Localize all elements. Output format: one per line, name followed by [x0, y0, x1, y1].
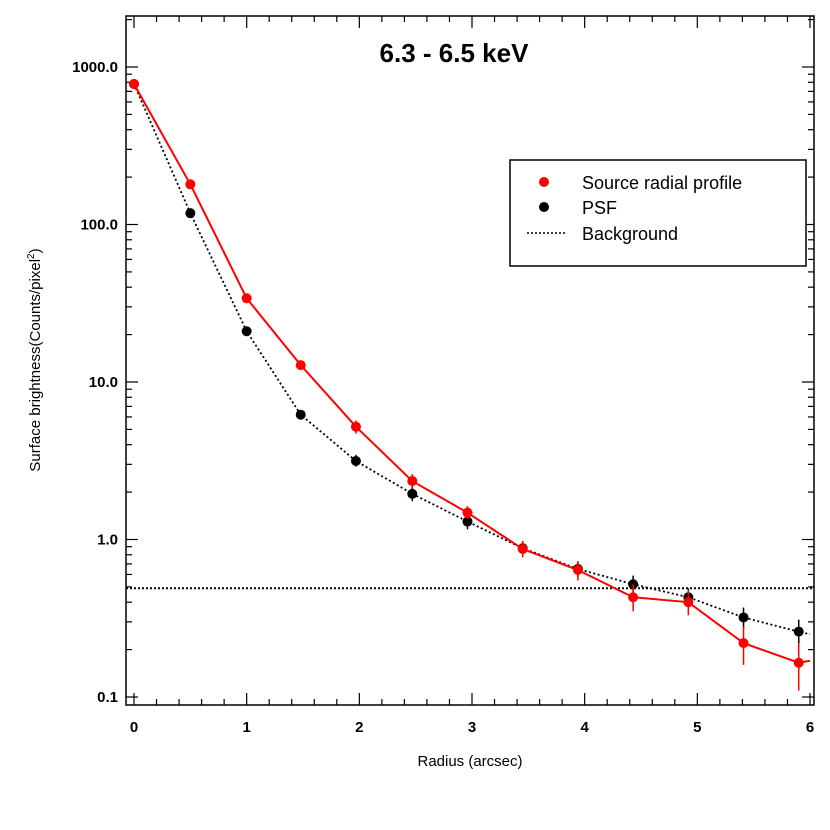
- legend-label-background: Background: [582, 224, 678, 244]
- axis-ticks: [126, 16, 814, 705]
- tick-labels: 0 1 2 3 4 5 6 0.1 1.0 10.0 100.0 1000.0: [72, 59, 814, 736]
- legend-box: [509, 159, 807, 267]
- series-source-radial-profile: [129, 78, 811, 691]
- y-axis-label-superscript: 2: [26, 253, 37, 259]
- y-axis-label-main: Surface brightness(Counts/pixel: [27, 259, 44, 472]
- data-point-source-radial-profile: [738, 638, 749, 649]
- data-point-psf: [295, 409, 306, 420]
- data-point-source-radial-profile: [407, 476, 418, 487]
- data-point-source-radial-profile: [129, 78, 139, 89]
- y-tick-label: 0.1: [97, 689, 118, 706]
- data-point-source-radial-profile: [462, 507, 473, 518]
- legend-label-psf: PSF: [582, 198, 617, 218]
- legend-marker-psf: [539, 202, 549, 212]
- data-point-source-radial-profile: [350, 421, 361, 432]
- data-point-psf: [185, 208, 196, 219]
- data-point-psf: [407, 488, 418, 499]
- y-axis-label-close: ): [27, 248, 44, 253]
- series-line-source-radial-profile: [133, 83, 811, 664]
- data-point-source-radial-profile: [241, 293, 252, 304]
- data-point-source-radial-profile: [572, 565, 583, 576]
- data-point-source-radial-profile: [628, 592, 639, 603]
- data-point-psf: [738, 612, 749, 623]
- x-axis-label: Radius (arcsec): [417, 753, 522, 770]
- y-axis-label: Surface brightness(Counts/pixel2): [26, 248, 44, 471]
- x-tick-label: 5: [693, 719, 701, 736]
- x-tick-label: 2: [355, 719, 363, 736]
- data-point-source-radial-profile: [683, 597, 694, 608]
- data-point-source-radial-profile: [517, 544, 528, 555]
- x-tick-label: 6: [806, 719, 814, 736]
- data-point-psf: [241, 326, 252, 337]
- y-tick-label: 100.0: [80, 217, 118, 234]
- data-point-source-radial-profile: [185, 179, 196, 190]
- series-layer: [129, 78, 811, 691]
- data-point-psf: [350, 456, 361, 467]
- y-tick-label: 10.0: [89, 374, 118, 391]
- data-point-source-radial-profile: [793, 657, 804, 668]
- series-line-psf: [133, 83, 811, 636]
- y-tick-label: 1.0: [97, 532, 118, 549]
- x-tick-label: 1: [242, 719, 250, 736]
- data-point-source-radial-profile: [295, 360, 306, 371]
- legend-marker-source: [539, 177, 549, 187]
- y-tick-label: 1000.0: [72, 59, 118, 76]
- data-point-psf: [462, 516, 473, 527]
- data-point-psf: [793, 626, 804, 637]
- legend-label-source: Source radial profile: [582, 173, 742, 193]
- x-tick-label: 0: [130, 719, 138, 736]
- x-tick-label: 3: [468, 719, 476, 736]
- plot-frame: [125, 15, 815, 706]
- x-tick-label: 4: [580, 719, 589, 736]
- chart-title: 6.3 - 6.5 keV: [380, 38, 530, 68]
- legend: Source radial profile PSF Background: [509, 159, 807, 267]
